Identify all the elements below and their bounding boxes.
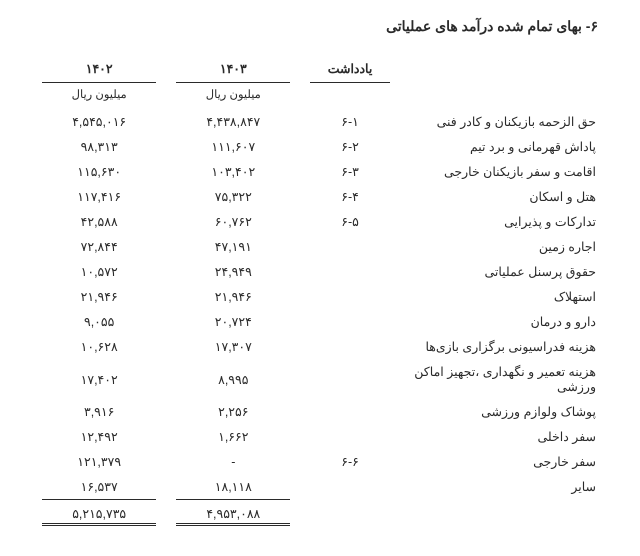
row-desc: حق الزحمه بازیکنان و کادر فنی <box>390 109 598 134</box>
row-desc: هتل و اسکان <box>390 184 598 209</box>
row-desc: اجاره زمین <box>390 234 598 259</box>
row-desc: پوشاک ولوازم ورزشی <box>390 399 598 424</box>
row-desc: استهلاک <box>390 284 598 309</box>
row-prior: ۴۲,۵۸۸ <box>42 209 156 234</box>
table-row: پوشاک ولوازم ورزشی ۲,۲۵۶ ۳,۹۱۶ <box>42 399 598 424</box>
row-note: ۶-۱ <box>310 109 390 134</box>
row-note <box>310 309 390 334</box>
section-title: ۶- بهای تمام شده درآمد های عملیاتی <box>42 18 598 35</box>
table-row: پاداش قهرمانی و برد تیم۶-۲ ۱۱۱,۶۰۷ ۹۸,۳۱۳ <box>42 134 598 159</box>
row-desc: دارو و درمان <box>390 309 598 334</box>
row-prior: ۱۲۱,۳۷۹ <box>42 449 156 474</box>
row-desc: اقامت و سفر بازیکنان خارجی <box>390 159 598 184</box>
row-prior: ۱۰,۶۲۸ <box>42 334 156 359</box>
row-note <box>310 334 390 359</box>
col-desc <box>390 57 598 83</box>
row-current: ۴,۴۳۸,۸۴۷ <box>176 109 290 134</box>
row-desc: تدارکات و پذیرایی <box>390 209 598 234</box>
row-note: ۶-۶ <box>310 449 390 474</box>
row-desc: سفر خارجی <box>390 449 598 474</box>
total-prior: ۵,۲۱۵,۷۳۵ <box>42 500 156 525</box>
row-prior: ۳,۹۱۶ <box>42 399 156 424</box>
row-note <box>310 259 390 284</box>
table-row: استهلاک ۲۱,۹۴۶ ۲۱,۹۴۶ <box>42 284 598 309</box>
col-year-current: ۱۴۰۳ <box>176 57 290 83</box>
table-row: سایر ۱۸,۱۱۸ ۱۶,۵۳۷ <box>42 474 598 500</box>
table-row: حق الزحمه بازیکنان و کادر فنی۶-۱ ۴,۴۳۸,۸۴… <box>42 109 598 134</box>
col-note: یادداشت <box>310 57 390 83</box>
total-current: ۴,۹۵۳,۰۸۸ <box>176 500 290 525</box>
row-current: ۲۱,۹۴۶ <box>176 284 290 309</box>
row-current: ۲۴,۹۴۹ <box>176 259 290 284</box>
row-note <box>310 359 390 399</box>
row-note: ۶-۲ <box>310 134 390 159</box>
row-prior: ۲۱,۹۴۶ <box>42 284 156 309</box>
col-year-prior: ۱۴۰۲ <box>42 57 156 83</box>
row-prior: ۱۱۵,۶۳۰ <box>42 159 156 184</box>
row-prior: ۱۰,۵۷۲ <box>42 259 156 284</box>
row-current: ۱۱۱,۶۰۷ <box>176 134 290 159</box>
row-prior: ۷۲,۸۴۴ <box>42 234 156 259</box>
table-row: سفر داخلی ۱,۶۶۲ ۱۲,۴۹۲ <box>42 424 598 449</box>
row-desc: پاداش قهرمانی و برد تیم <box>390 134 598 159</box>
row-prior: ۱۶,۵۳۷ <box>42 474 156 500</box>
row-current: ۱۰۳,۴۰۲ <box>176 159 290 184</box>
row-current: ۷۵,۳۲۲ <box>176 184 290 209</box>
row-prior: ۴,۵۴۵,۰۱۶ <box>42 109 156 134</box>
row-note <box>310 234 390 259</box>
table-row: دارو و درمان ۲۰,۷۲۴ ۹,۰۵۵ <box>42 309 598 334</box>
row-prior: ۱۷,۴۰۲ <box>42 359 156 399</box>
table-row: اقامت و سفر بازیکنان خارجی۶-۳ ۱۰۳,۴۰۲ ۱۱۵,… <box>42 159 598 184</box>
row-current: ۲۰,۷۲۴ <box>176 309 290 334</box>
table-row: هتل و اسکان۶-۴ ۷۵,۳۲۲ ۱۱۷,۴۱۶ <box>42 184 598 209</box>
row-desc: هزینه فدراسیونی برگزاری بازی‌ها <box>390 334 598 359</box>
row-desc: هزینه تعمیر و نگهداری ،تجهیز اماکن ورزشی <box>390 359 598 399</box>
row-prior: ۱۱۷,۴۱۶ <box>42 184 156 209</box>
row-note <box>310 399 390 424</box>
row-desc: سایر <box>390 474 598 500</box>
row-prior: ۱۲,۴۹۲ <box>42 424 156 449</box>
row-note <box>310 284 390 309</box>
row-current: ۲,۲۵۶ <box>176 399 290 424</box>
row-note: ۶-۵ <box>310 209 390 234</box>
table-row: اجاره زمین ۴۷,۱۹۱ ۷۲,۸۴۴ <box>42 234 598 259</box>
table-row: تدارکات و پذیرایی۶-۵ ۶۰,۷۶۲ ۴۲,۵۸۸ <box>42 209 598 234</box>
row-prior: ۹۸,۳۱۳ <box>42 134 156 159</box>
unit-label: میلیون ریال <box>42 83 156 110</box>
row-desc: سفر داخلی <box>390 424 598 449</box>
unit-label: میلیون ریال <box>176 83 290 110</box>
table-row: سفر خارجی۶-۶-۱۲۱,۳۷۹ <box>42 449 598 474</box>
total-row: ۴,۹۵۳,۰۸۸ ۵,۲۱۵,۷۳۵ <box>42 500 598 525</box>
row-current: ۱,۶۶۲ <box>176 424 290 449</box>
table-row: هزینه فدراسیونی برگزاری بازی‌ها ۱۷,۳۰۷ ۱۰,… <box>42 334 598 359</box>
table-row: هزینه تعمیر و نگهداری ،تجهیز اماکن ورزشی… <box>42 359 598 399</box>
table-row: حقوق پرسنل عملیاتی ۲۴,۹۴۹ ۱۰,۵۷۲ <box>42 259 598 284</box>
row-note <box>310 424 390 449</box>
row-note <box>310 474 390 500</box>
row-prior: ۹,۰۵۵ <box>42 309 156 334</box>
row-current: ۶۰,۷۶۲ <box>176 209 290 234</box>
row-note: ۶-۴ <box>310 184 390 209</box>
row-note: ۶-۳ <box>310 159 390 184</box>
row-current: ۱۸,۱۱۸ <box>176 474 290 500</box>
row-current: - <box>176 449 290 474</box>
row-current: ۸,۹۹۵ <box>176 359 290 399</box>
row-desc: حقوق پرسنل عملیاتی <box>390 259 598 284</box>
row-current: ۱۷,۳۰۷ <box>176 334 290 359</box>
row-current: ۴۷,۱۹۱ <box>176 234 290 259</box>
cost-table: یادداشت ۱۴۰۳ ۱۴۰۲ میلیون ریال میلیون ریا… <box>42 57 598 526</box>
